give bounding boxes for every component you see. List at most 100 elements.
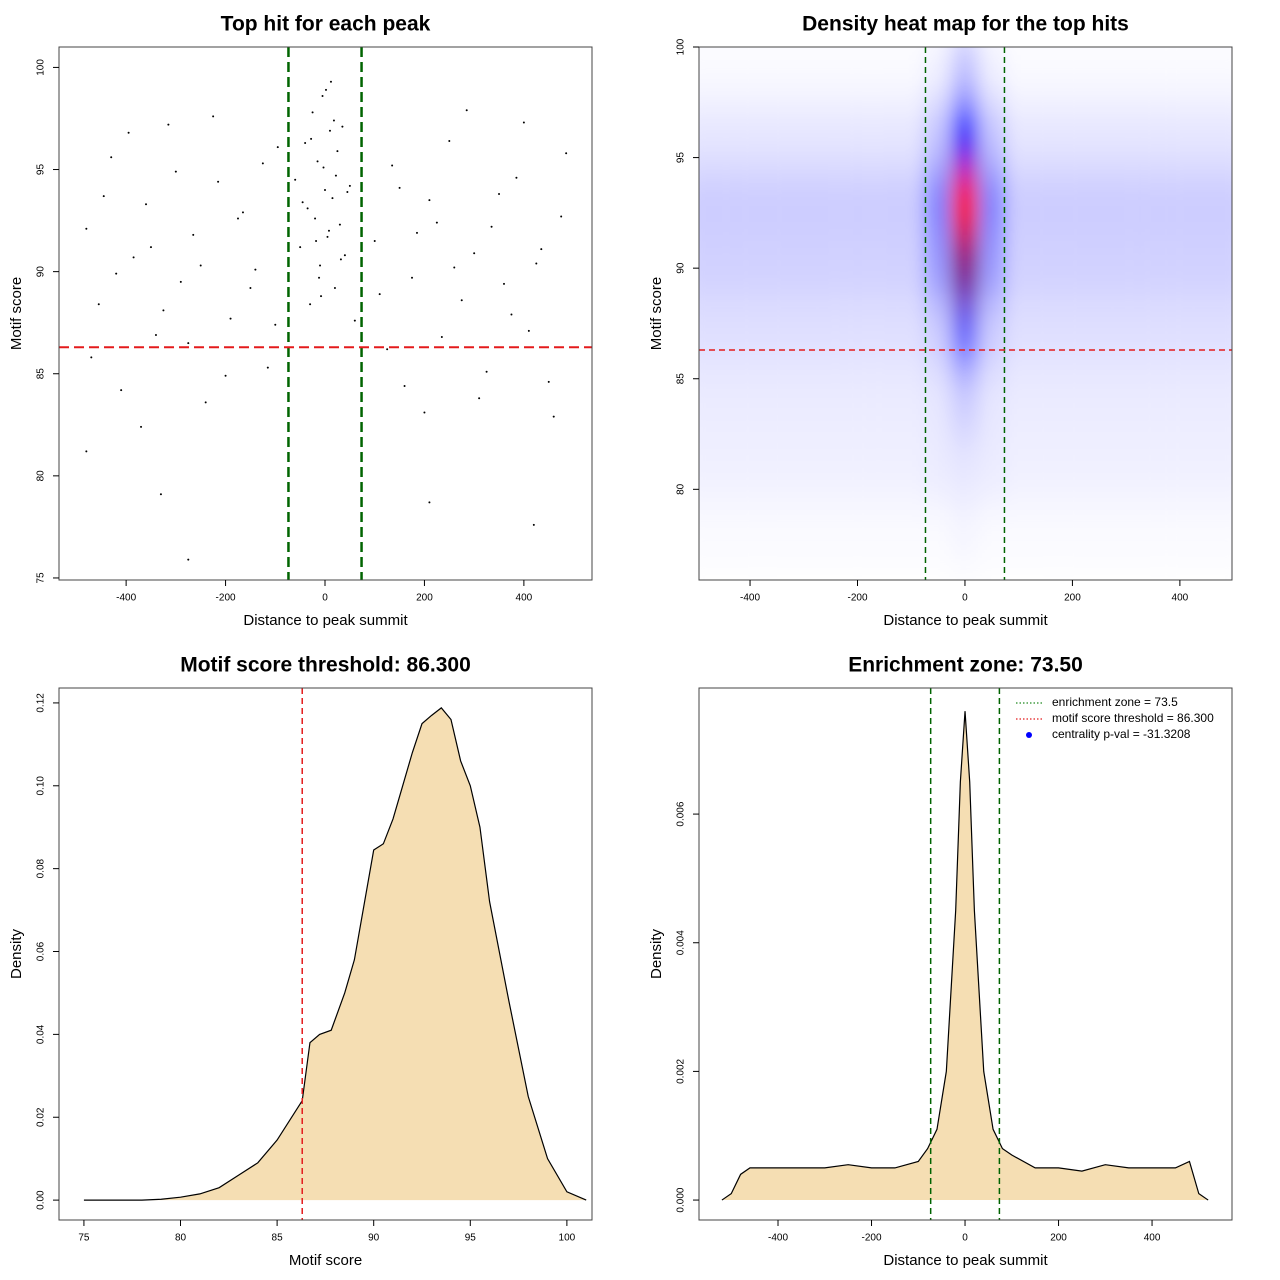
heat-cell: [1220, 301, 1232, 368]
x-tick-label: 80: [175, 1233, 187, 1244]
y-axis-label: Density: [648, 928, 665, 979]
point: [346, 190, 349, 193]
x-tick-label: 200: [1064, 593, 1081, 604]
point: [510, 313, 513, 316]
panel: Top hit for each peak Distance to peak su…: [8, 13, 593, 629]
heat-cell: [763, 168, 791, 235]
heat-cell: [1005, 367, 1033, 435]
point: [241, 211, 244, 214]
heat-cell: [1139, 500, 1167, 567]
heat-cell: [1005, 434, 1033, 501]
heat-cell: [1058, 500, 1086, 567]
heat-cell: [790, 301, 818, 368]
heat-cell: [844, 434, 871, 501]
point: [527, 329, 530, 332]
heat-cell: [736, 500, 764, 567]
heat-cell: [1085, 500, 1113, 567]
heat-cell: [1139, 47, 1167, 103]
heat-cell: [1166, 434, 1194, 501]
chart-title: Enrichment zone: 73.50: [848, 654, 1083, 677]
heat-cell: [1220, 234, 1232, 302]
point: [90, 356, 93, 359]
heat-cell: [817, 102, 845, 169]
heat-cell: [870, 500, 898, 567]
heat-cell: [978, 168, 1006, 235]
heat-cell: [1058, 47, 1086, 103]
heat-cell: [763, 234, 791, 302]
heat-cell: [1193, 234, 1221, 302]
heat-cell: [1032, 168, 1059, 235]
x-axis-label: Distance to peak summit: [883, 612, 1048, 629]
density-line: [83, 707, 587, 1201]
heat-cell: [924, 367, 952, 435]
point: [485, 370, 488, 373]
heat-cell: [736, 367, 764, 435]
point: [261, 162, 264, 165]
heat-cell: [1005, 500, 1033, 567]
point: [229, 317, 232, 320]
heat-cell: [1058, 234, 1086, 302]
point: [478, 397, 481, 400]
x-axis-label: Distance to peak summit: [243, 612, 408, 629]
point: [319, 264, 322, 267]
point: [415, 231, 418, 234]
heat-cell: [897, 234, 925, 302]
heat-cell: [1032, 434, 1059, 501]
heat-cell: [951, 234, 979, 302]
heat-cell: [1032, 102, 1059, 169]
heat-cell: [924, 47, 952, 103]
legend-label: motif score threshold = 86.300: [1052, 711, 1214, 725]
heat-cell: [1085, 234, 1113, 302]
point: [309, 303, 312, 306]
heat-cell: [1058, 434, 1086, 501]
heat-cell: [699, 500, 710, 567]
x-tick-label: -400: [768, 1233, 788, 1244]
heat-cell: [924, 102, 952, 169]
heat-cell: [951, 434, 979, 501]
heat-cell: [1139, 367, 1167, 435]
heat-cell: [1139, 301, 1167, 368]
heat-cell: [1193, 500, 1221, 567]
heat-cell: [1058, 367, 1086, 435]
y-tick-label: 0.004: [676, 930, 687, 955]
heat-cell: [709, 500, 737, 567]
y-tick-label: 0.006: [676, 801, 687, 826]
y-tick-label: 85: [676, 373, 687, 385]
point: [199, 264, 202, 267]
heat-cell: [1193, 301, 1221, 368]
point: [428, 501, 431, 504]
legend-label: enrichment zone = 73.5: [1052, 695, 1178, 709]
point: [532, 523, 535, 526]
heat-cell: [1139, 102, 1167, 169]
point: [304, 141, 307, 144]
heat-cell: [1220, 500, 1232, 567]
point: [522, 121, 525, 124]
heat-cell: [951, 301, 979, 368]
heat-cell: [1193, 367, 1221, 435]
y-axis-label: Motif score: [648, 277, 665, 350]
heat-cell: [1112, 234, 1140, 302]
heat-cell: [1139, 168, 1167, 235]
heat-cell: [1166, 168, 1194, 235]
point: [460, 299, 463, 302]
heat-cell: [978, 234, 1006, 302]
heat-cell: [763, 367, 791, 435]
point: [154, 333, 157, 336]
point: [378, 293, 381, 296]
heat-cell: [1166, 301, 1194, 368]
heat-cell: [1112, 500, 1140, 567]
point: [301, 201, 304, 204]
point: [294, 178, 297, 181]
heat-cell: [978, 47, 1006, 103]
point: [132, 256, 135, 259]
point: [320, 295, 323, 298]
heat-cell: [1220, 102, 1232, 169]
point: [224, 374, 227, 377]
point: [187, 342, 190, 345]
point: [329, 80, 332, 83]
heat-cell: [844, 47, 871, 103]
heat-cell: [709, 234, 737, 302]
x-tick-label: 85: [272, 1233, 284, 1244]
heat-cell: [1220, 47, 1232, 103]
point: [167, 123, 170, 126]
